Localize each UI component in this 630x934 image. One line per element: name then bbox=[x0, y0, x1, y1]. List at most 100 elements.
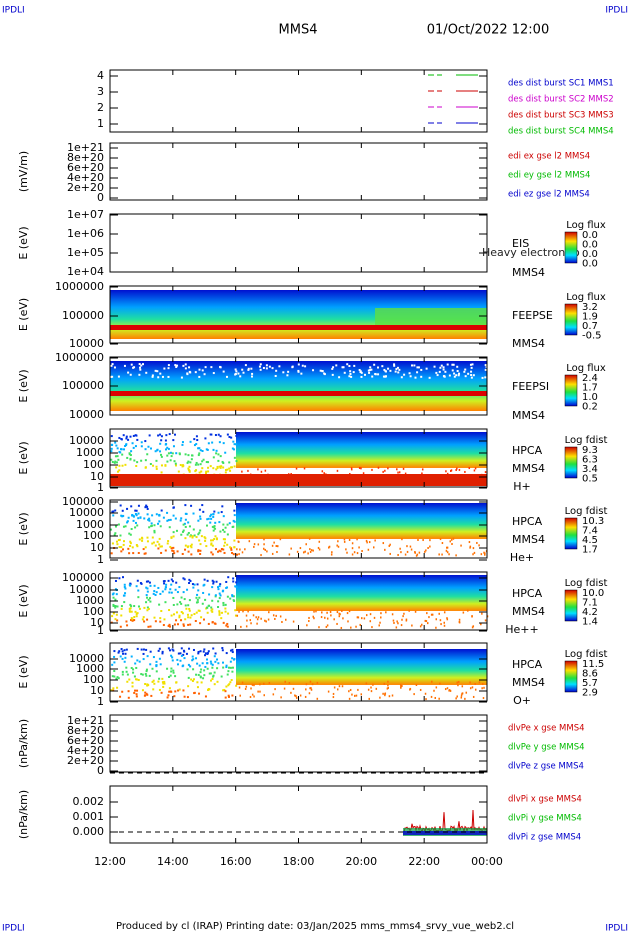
speckle bbox=[223, 544, 226, 547]
x-tick-label: 22:00 bbox=[408, 855, 440, 868]
y-tick-label: 1e+06 bbox=[67, 227, 104, 240]
speckle bbox=[361, 550, 363, 553]
speckle bbox=[205, 448, 208, 451]
speckle bbox=[111, 542, 114, 545]
speckle bbox=[393, 363, 396, 366]
speckle bbox=[434, 696, 437, 699]
speckle bbox=[113, 461, 116, 464]
speckle bbox=[161, 590, 164, 593]
speckle bbox=[442, 375, 445, 378]
speckle bbox=[220, 548, 223, 551]
speckle bbox=[452, 537, 455, 540]
speckle bbox=[124, 656, 127, 659]
speckle bbox=[211, 663, 214, 666]
legend-label: dlvPe y gse MMS4 bbox=[508, 743, 585, 753]
speckle bbox=[146, 536, 149, 539]
speckle bbox=[354, 694, 356, 697]
speckle bbox=[471, 686, 474, 689]
speckle bbox=[211, 677, 214, 680]
colorbar-label: 4.2 bbox=[582, 607, 598, 618]
speckle bbox=[274, 688, 276, 691]
speckle bbox=[165, 434, 168, 437]
speckle bbox=[201, 460, 204, 463]
speckle bbox=[193, 613, 196, 616]
x-tick-label: 12:00 bbox=[94, 855, 126, 868]
speckle bbox=[210, 679, 213, 682]
speckle bbox=[168, 526, 171, 529]
speckle bbox=[216, 658, 219, 661]
speckle bbox=[132, 515, 135, 518]
speckle bbox=[222, 370, 225, 373]
speckle bbox=[170, 547, 173, 550]
speckle bbox=[218, 549, 221, 552]
speckle bbox=[202, 458, 205, 461]
speckle bbox=[110, 364, 113, 367]
speckle bbox=[267, 618, 270, 621]
speckle bbox=[484, 364, 487, 367]
speckle bbox=[398, 368, 401, 371]
speckle bbox=[178, 453, 181, 456]
speckle bbox=[218, 441, 221, 444]
speckle bbox=[134, 678, 137, 681]
speckle bbox=[187, 467, 190, 470]
speckle bbox=[230, 466, 233, 469]
colorbar-label: 10.3 bbox=[582, 516, 604, 527]
speckle bbox=[350, 626, 352, 629]
legend-label: des dist burst SC2 MMS2 bbox=[508, 95, 614, 105]
speckle bbox=[199, 543, 202, 546]
y-tick-label: 10000 bbox=[69, 506, 104, 519]
speckle bbox=[396, 366, 399, 369]
speckle bbox=[232, 580, 235, 583]
speckle bbox=[140, 673, 143, 676]
speckle bbox=[125, 648, 128, 651]
legend-label: edi ey gse l2 MMS4 bbox=[508, 171, 590, 181]
speckle bbox=[420, 368, 423, 371]
speckle bbox=[147, 625, 150, 628]
speckle bbox=[188, 599, 191, 602]
speckle bbox=[455, 697, 457, 700]
speckle bbox=[295, 695, 297, 698]
colorbar bbox=[564, 589, 578, 622]
speckle bbox=[455, 554, 457, 557]
speckle bbox=[201, 504, 204, 507]
colorbar bbox=[564, 446, 578, 479]
speckle bbox=[166, 446, 169, 449]
speckle bbox=[304, 695, 307, 698]
speckle bbox=[193, 438, 196, 441]
speckle bbox=[445, 470, 447, 473]
colorbar-label: 2.4 bbox=[582, 373, 598, 384]
speckle bbox=[389, 552, 391, 555]
speckle bbox=[230, 679, 233, 682]
speckle bbox=[167, 367, 170, 370]
speckle bbox=[415, 554, 418, 557]
speckle bbox=[460, 694, 463, 697]
speckle bbox=[183, 657, 186, 660]
speckle bbox=[245, 685, 248, 688]
speckle bbox=[199, 529, 202, 532]
speckle bbox=[131, 514, 134, 517]
speckle bbox=[222, 528, 225, 531]
speckle bbox=[206, 652, 209, 655]
speckle bbox=[164, 588, 167, 591]
speckle bbox=[348, 375, 351, 378]
y-tick-label: 2e+20 bbox=[67, 181, 104, 194]
speckle bbox=[316, 681, 319, 684]
speckle bbox=[249, 619, 252, 622]
speckle bbox=[225, 666, 228, 669]
speckle bbox=[169, 451, 172, 454]
speckle bbox=[209, 465, 212, 468]
speckle bbox=[197, 550, 200, 553]
title: MMS4 bbox=[279, 23, 318, 38]
speckle bbox=[124, 587, 127, 590]
speckle bbox=[349, 688, 352, 691]
speckle bbox=[116, 455, 119, 458]
speckle bbox=[414, 610, 417, 613]
speckle bbox=[155, 664, 158, 667]
speckle bbox=[328, 546, 330, 549]
speckle bbox=[125, 437, 128, 440]
speckle bbox=[308, 616, 310, 619]
y-tick-label: 4e+20 bbox=[67, 744, 104, 757]
speckle bbox=[117, 375, 120, 378]
speckle bbox=[155, 670, 158, 673]
speckle bbox=[155, 465, 158, 468]
